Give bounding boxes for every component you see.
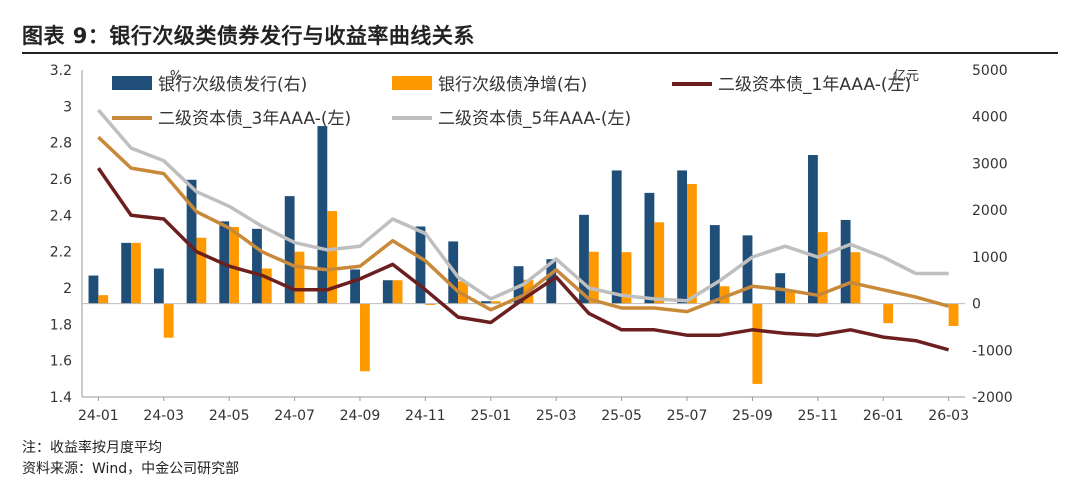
bar-issuance — [840, 219, 851, 304]
legend-issuance-swatch — [112, 76, 152, 90]
x-axis-tick-label: 25-05 — [601, 408, 642, 424]
x-axis-tick-label: 24-03 — [143, 408, 184, 424]
bar-issuance — [317, 126, 328, 304]
left-axis-tick-label: 1.8 — [50, 317, 72, 333]
right-axis-tick-label: -1000 — [972, 343, 1013, 359]
combo-chart: 1.4 1.6 1.8 2 2.2 2.4 2.6 2.8 3 3.2 -2000 -1000 0 100… — [50, 63, 1013, 424]
bar-net-increase — [261, 268, 272, 304]
x-axis-tick-label: 25-11 — [797, 408, 838, 424]
bar-issuance — [415, 226, 426, 304]
bar-net-increase — [294, 251, 305, 304]
left-axis-tick-label: 2 — [63, 281, 72, 297]
bar-issuance — [579, 214, 589, 304]
right-axis-tick-label: 5000 — [972, 63, 1008, 79]
bar-net-increase — [883, 303, 894, 324]
bar-net-increase — [588, 251, 599, 304]
right-axis-tick-label: 3000 — [972, 156, 1008, 172]
right-axis-unit: 亿元 — [893, 69, 919, 84]
left-axis-tick-label: 3 — [63, 99, 72, 115]
right-axis-tick-label: 1000 — [972, 250, 1008, 266]
right-axis-tick-label: 2000 — [972, 203, 1008, 219]
x-axis-tick-label: 24-05 — [209, 408, 250, 424]
x-axis-tick-label: 26-01 — [863, 408, 904, 424]
bar-issuance — [186, 179, 197, 304]
bar-net-increase — [687, 183, 697, 304]
legend-3y-label: 二级资本债_3年AAA-(左) — [158, 109, 351, 129]
bar-issuance — [153, 268, 164, 304]
line-3y-aaa — [97, 135, 950, 314]
bar-net-increase — [850, 252, 861, 304]
legend-1y-label: 二级资本债_1年AAA-(左) — [718, 75, 911, 95]
bar-net-increase — [948, 303, 959, 326]
x-axis-tick-label: 24-11 — [405, 408, 446, 424]
x-axis-tick-label: 24-09 — [340, 408, 381, 424]
left-axis-tick-label: 1.6 — [50, 354, 72, 370]
bar-issuance — [611, 170, 622, 304]
left-axis-tick-label: 1.4 — [50, 390, 72, 406]
bar-net-increase — [817, 232, 828, 304]
left-axis-tick-label: 2.2 — [50, 245, 72, 261]
left-axis-tick-label: 3.2 — [50, 63, 72, 79]
right-axis-tick-label: 4000 — [972, 110, 1008, 126]
bar-net-increase — [719, 286, 730, 304]
title-rule — [22, 52, 1058, 54]
bar-net-increase — [785, 290, 795, 304]
bar-issuance — [480, 301, 491, 304]
figure-note: 注：收益率按月度平均 — [22, 440, 162, 456]
bar-net-increase — [196, 237, 207, 304]
x-axis-tick-label: 25-03 — [536, 408, 577, 424]
bar-net-increase — [359, 303, 370, 372]
bar-issuance — [677, 170, 688, 304]
bar-issuance — [284, 196, 295, 304]
x-axis-tick-label: 24-07 — [274, 408, 315, 424]
x-axis-tick-label: 25-07 — [667, 408, 708, 424]
x-axis-tick-label: 25-09 — [732, 408, 773, 424]
bar-net-increase — [621, 252, 632, 304]
bar-issuance — [709, 225, 720, 304]
legend-net-increase-swatch — [392, 76, 432, 90]
line-5y-aaa — [97, 108, 949, 303]
bar-net-increase — [654, 222, 665, 304]
bar-issuance — [252, 228, 262, 304]
x-axis-tick-label: 26-03 — [928, 408, 969, 424]
left-axis-unit: % — [170, 69, 182, 84]
bar-net-increase — [490, 301, 501, 304]
bar-issuance — [350, 269, 360, 304]
left-axis-tick-label: 2.6 — [50, 172, 72, 188]
bar-issuance — [88, 275, 99, 304]
line-1y-aaa — [96, 167, 950, 352]
bar-net-increase — [392, 280, 403, 304]
legend-net-increase-label: 银行次级债净增(右) — [438, 75, 587, 95]
bar-net-increase — [98, 295, 109, 304]
bar-issuance — [742, 235, 753, 304]
bar-net-increase — [752, 303, 763, 384]
legend-5y-label: 二级资本债_5年AAA-(左) — [438, 109, 631, 129]
bar-issuance — [644, 192, 655, 304]
left-axis-tick-label: 2.8 — [50, 136, 72, 152]
bar-issuance — [808, 155, 818, 304]
figure-title: 图表 9：银行次级类债券发行与收益率曲线关系 — [22, 24, 475, 48]
bar-net-increase — [163, 303, 174, 338]
right-axis-tick-label: 0 — [972, 297, 981, 313]
bar-net-increase — [425, 303, 436, 305]
left-axis-tick-label: 2.4 — [50, 208, 72, 224]
right-axis-tick-label: -2000 — [972, 390, 1013, 406]
figure-source: 资料来源：Wind，中金公司研究部 — [22, 461, 240, 477]
x-axis-tick-label: 25-01 — [470, 408, 511, 424]
bar-net-increase — [327, 211, 338, 304]
bar-issuance — [382, 280, 393, 304]
bar-issuance — [121, 242, 132, 304]
x-axis-tick-label: 24-01 — [78, 408, 119, 424]
legend-issuance-label: 银行次级债发行(右) — [158, 75, 307, 95]
bar-net-increase — [131, 242, 141, 304]
bar-net-increase — [229, 226, 239, 304]
